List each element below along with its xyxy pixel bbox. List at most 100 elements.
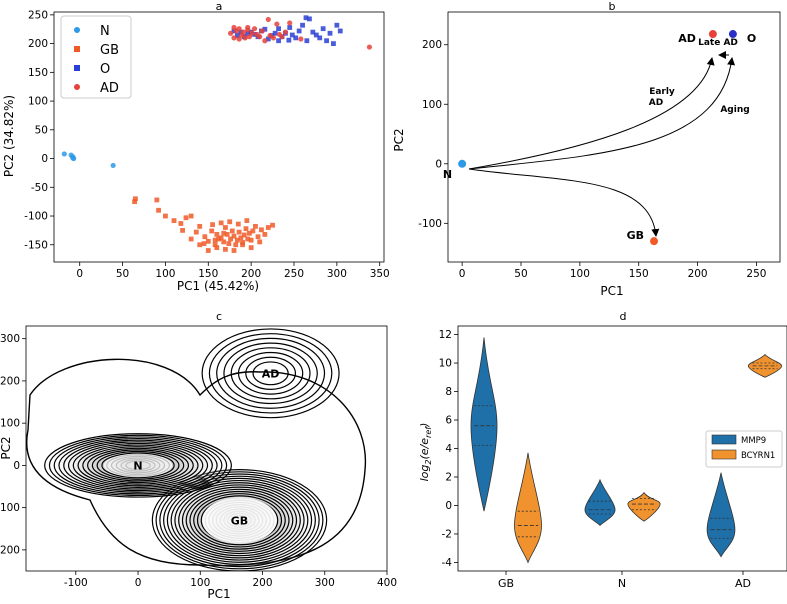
x-tick-label: 100	[570, 268, 590, 280]
y-tick-label: 100	[28, 96, 48, 108]
panel-c-labels: N GB AD	[133, 367, 279, 527]
y-tick-label: 200	[0, 375, 20, 387]
x-tick-label: 200	[688, 268, 708, 280]
y-tick-label: 150	[28, 67, 48, 79]
data-point-ad	[366, 44, 373, 50]
data-point-gb	[133, 196, 138, 202]
contour-ring	[237, 351, 304, 395]
panel-c-contours	[26, 328, 367, 571]
point-label: O	[747, 32, 756, 45]
axes-frame	[53, 11, 385, 263]
label-early-ad: Early AD	[649, 87, 675, 108]
data-point-o	[296, 28, 302, 34]
data-point-ad	[245, 24, 251, 31]
y-tick-label: 0	[445, 500, 452, 512]
data-point-ad	[298, 36, 304, 42]
panel-c-xlabel: PC1	[207, 587, 230, 601]
data-point-gb	[229, 228, 235, 234]
data-point-ad	[227, 30, 234, 36]
data-point-gb	[243, 226, 249, 232]
data-point-o	[272, 30, 278, 36]
data-point-gb	[253, 223, 258, 229]
data-point-gb	[226, 241, 232, 247]
contour-ring	[252, 361, 289, 386]
data-point-gb	[262, 232, 268, 237]
legend-label: O	[100, 62, 110, 77]
data-point-gb	[188, 236, 194, 242]
data-point-gb	[241, 232, 247, 238]
data-point-o	[307, 16, 312, 22]
data-point-o	[289, 32, 295, 38]
legend-label: GB	[100, 43, 119, 58]
contour-outline	[26, 358, 367, 567]
data-point-o	[245, 30, 251, 36]
data-point-gb	[228, 236, 233, 242]
data-point-gb	[188, 213, 194, 219]
y-tick-label: 200	[422, 39, 442, 51]
data-point-n	[61, 151, 67, 157]
data-point-o	[331, 41, 336, 47]
y-tick-label: 100	[422, 99, 442, 111]
panel-a-legend: N GB O AD	[60, 15, 132, 99]
data-point-ad	[242, 35, 248, 41]
data-point-gb	[223, 225, 228, 230]
y-tick-label: 100	[0, 418, 20, 430]
data-point-gb	[227, 219, 233, 225]
violin-mmp9-n	[584, 478, 616, 526]
data-point-gb	[212, 242, 218, 248]
data-point-o	[300, 22, 305, 28]
x-tick-label: 200	[241, 268, 261, 280]
data-point-ad	[279, 34, 285, 40]
arrow-n-to-ad	[468, 57, 715, 170]
axes-frame	[25, 325, 388, 572]
data-point-gb	[183, 215, 189, 221]
panel-d-ylabel: log2(e/eref)	[418, 423, 433, 482]
data-point-gb	[233, 242, 239, 248]
data-point-gb	[221, 239, 227, 245]
data-point-gb	[238, 235, 244, 241]
panel-a: a 0 50 100 150 200 250 300 350 -150 -100 -50 0 50 100…	[2, 0, 390, 293]
x-tick-label: 50	[116, 268, 129, 280]
data-point-gb	[235, 237, 240, 243]
data-point-ad	[257, 34, 263, 40]
contour-core	[103, 453, 173, 478]
legend-label: MMP9	[741, 436, 766, 446]
data-point-ad	[251, 26, 258, 32]
arrow-n-to-gb	[468, 168, 660, 237]
data-point-ad	[270, 35, 277, 41]
data-point-gb	[197, 223, 203, 229]
data-point-gb	[132, 199, 137, 205]
data-point-gb	[163, 213, 168, 219]
data-point-gb	[247, 230, 252, 236]
panel-c: c -100 0 100 200 300 400 -200 -100 0 100 200 300 N G…	[0, 310, 397, 601]
data-point-gb	[216, 236, 221, 242]
data-point-gb	[259, 227, 264, 233]
panel-a-ylabel: PC2 (34.82%)	[2, 95, 16, 177]
panel-b-arrows	[468, 51, 736, 237]
data-point-ad	[236, 36, 242, 42]
data-point-ad	[274, 21, 280, 27]
data-point-n	[70, 155, 76, 161]
data-point-gb	[224, 232, 230, 237]
x-tick-label: 100	[155, 268, 175, 280]
contour-ring	[216, 337, 326, 409]
data-point-o	[293, 35, 299, 41]
panel-b-title: b	[609, 0, 616, 13]
x-tick-label: GB	[498, 577, 514, 590]
data-point-gb	[270, 222, 275, 228]
panel-b-points: N GB AD O	[443, 30, 756, 246]
data-point-o	[310, 29, 316, 35]
data-point-gb	[202, 234, 208, 240]
data-point-gb	[171, 218, 177, 224]
contour-ring	[201, 328, 340, 419]
panel-d-title: d	[620, 310, 627, 323]
contour-ring	[208, 333, 333, 414]
cluster-label-n: N	[133, 459, 142, 472]
data-point-gb	[193, 229, 199, 235]
y-tick-label: -50	[31, 182, 48, 194]
y-tick-label: 0	[435, 158, 442, 170]
panel-c-axes: -100 0 100 200 300 400 -200 -100 0 100 200 300	[0, 325, 397, 589]
x-tick-label: 300	[315, 577, 335, 589]
data-point-gb	[250, 228, 256, 234]
data-point-gb	[248, 237, 254, 243]
